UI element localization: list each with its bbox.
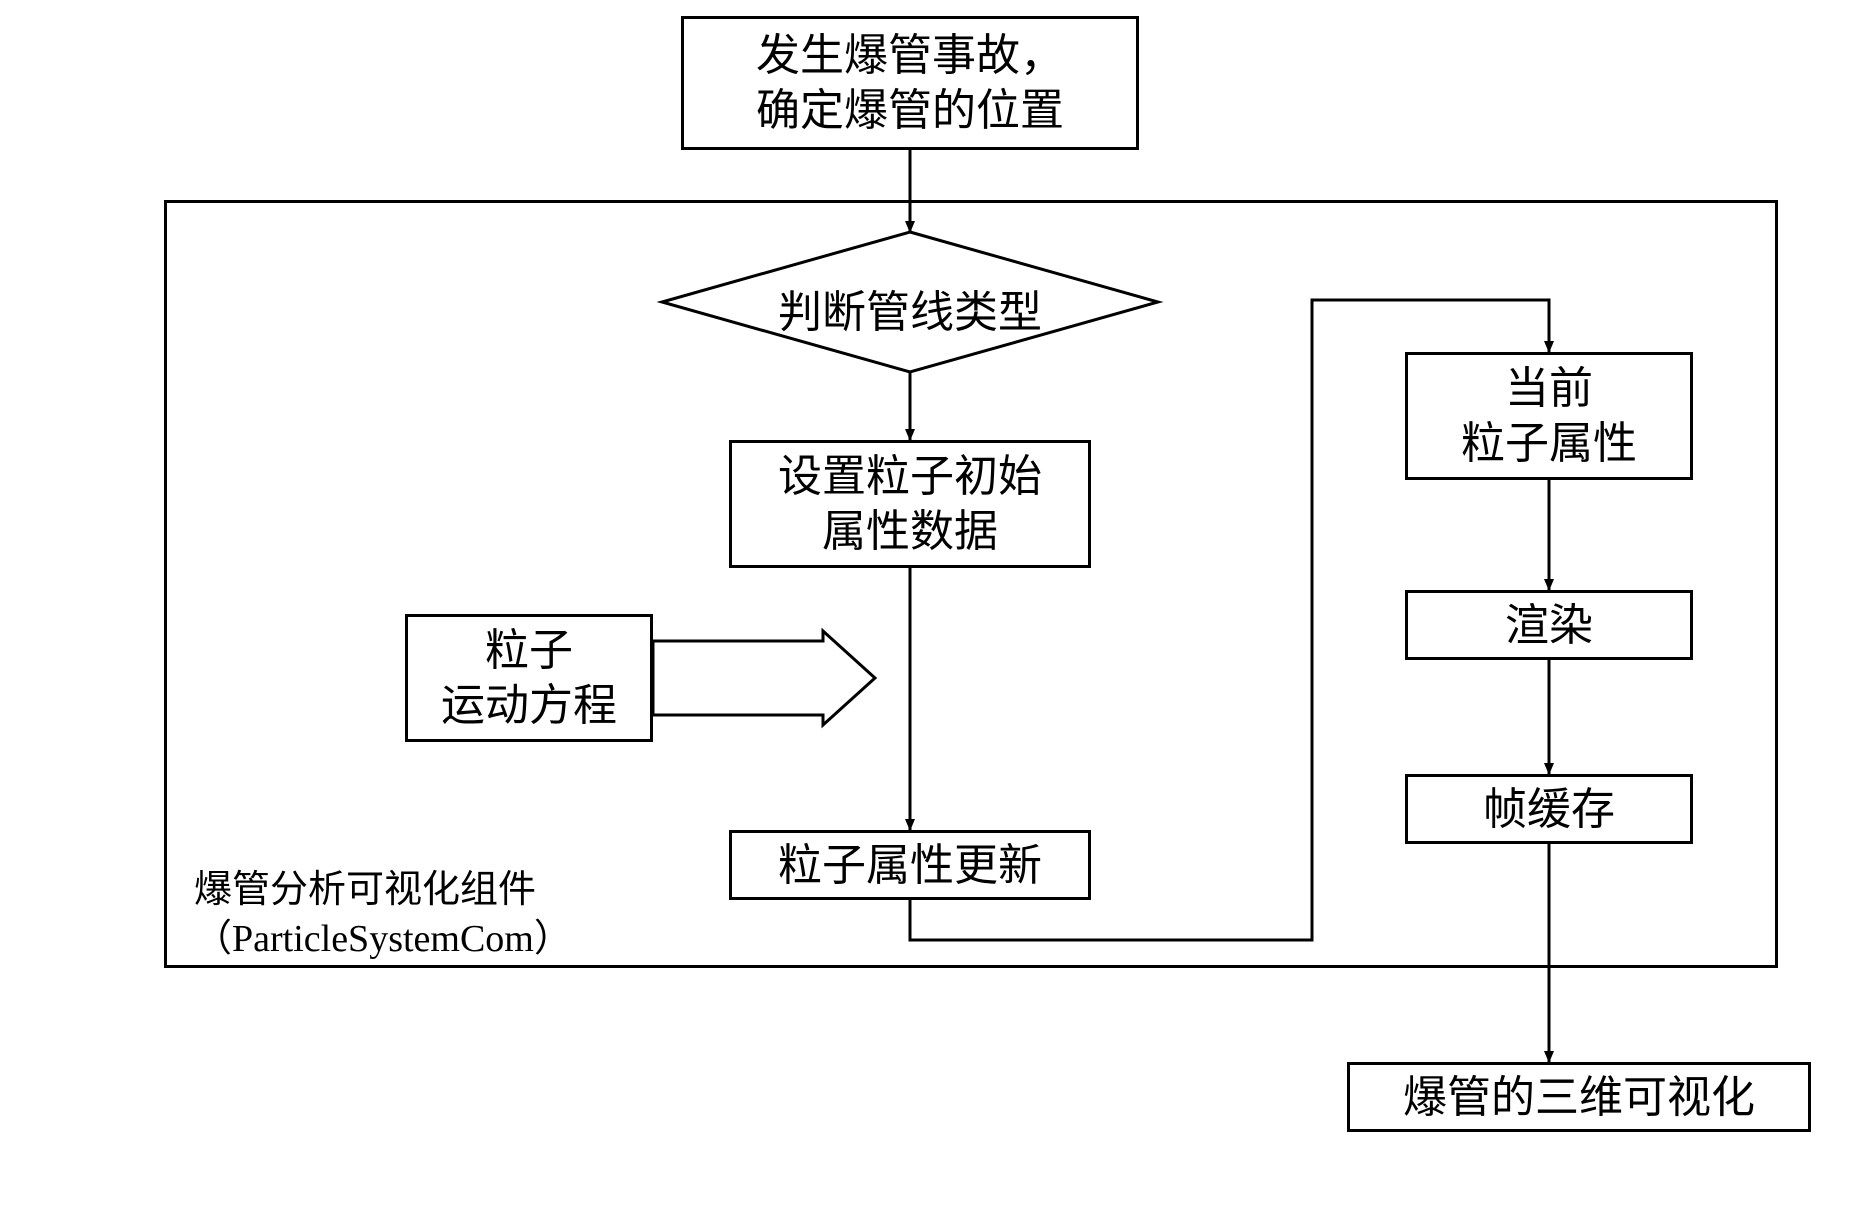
render-box: 渲染: [1405, 590, 1693, 660]
start-box: 发生爆管事故，确定爆管的位置: [681, 16, 1139, 150]
current-attrs-box: 当前粒子属性: [1405, 352, 1693, 480]
output-box: 爆管的三维可视化: [1347, 1062, 1811, 1132]
motion-eq-box: 粒子运动方程: [405, 614, 653, 742]
framebuf-box: 帧缓存: [1405, 774, 1693, 844]
decision-text: 判断管线类型: [750, 276, 1070, 340]
init-attrs-box: 设置粒子初始属性数据: [729, 440, 1091, 568]
update-box: 粒子属性更新: [729, 830, 1091, 900]
component-label: 爆管分析可视化组件（ParticleSystemCom）: [194, 866, 572, 965]
